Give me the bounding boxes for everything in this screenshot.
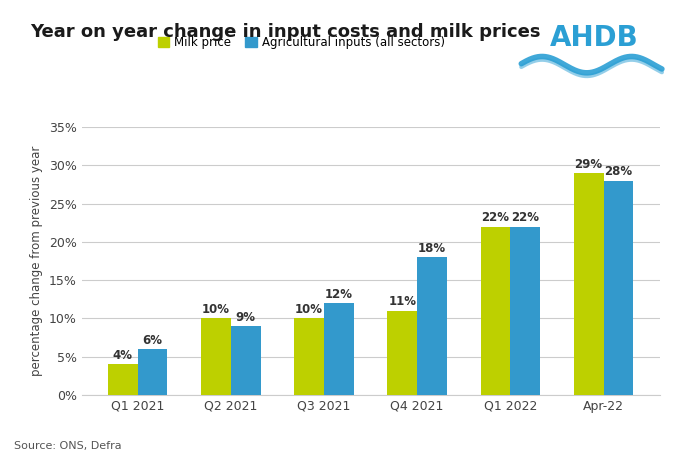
Bar [324, 303, 354, 395]
Bar [481, 227, 511, 395]
Text: 11%: 11% [388, 296, 416, 309]
Bar [137, 349, 167, 395]
Text: 29%: 29% [575, 158, 602, 171]
Text: Source: ONS, Defra: Source: ONS, Defra [14, 441, 121, 451]
Text: Year on year change in input costs and milk prices: Year on year change in input costs and m… [31, 23, 541, 41]
Text: AHDB: AHDB [550, 24, 639, 52]
Text: 6%: 6% [143, 334, 163, 347]
Bar [418, 257, 447, 395]
Text: 22%: 22% [481, 211, 509, 224]
Bar [201, 318, 231, 395]
Text: 9%: 9% [236, 311, 256, 324]
Text: 28%: 28% [605, 165, 632, 178]
Text: 10%: 10% [295, 303, 323, 316]
Bar [604, 181, 633, 395]
Bar [388, 311, 418, 395]
Legend: Milk price, Agricultural inputs (all sectors): Milk price, Agricultural inputs (all sec… [153, 31, 449, 54]
Text: 12%: 12% [325, 288, 353, 301]
Y-axis label: percentage change from previous year: percentage change from previous year [31, 146, 44, 376]
Text: 4%: 4% [113, 349, 133, 362]
Bar [231, 326, 260, 395]
Bar [574, 173, 604, 395]
Bar [294, 318, 324, 395]
Text: 22%: 22% [511, 211, 539, 224]
Bar [108, 365, 137, 395]
Text: 10%: 10% [202, 303, 230, 316]
Bar [511, 227, 540, 395]
Text: 18%: 18% [418, 242, 446, 255]
